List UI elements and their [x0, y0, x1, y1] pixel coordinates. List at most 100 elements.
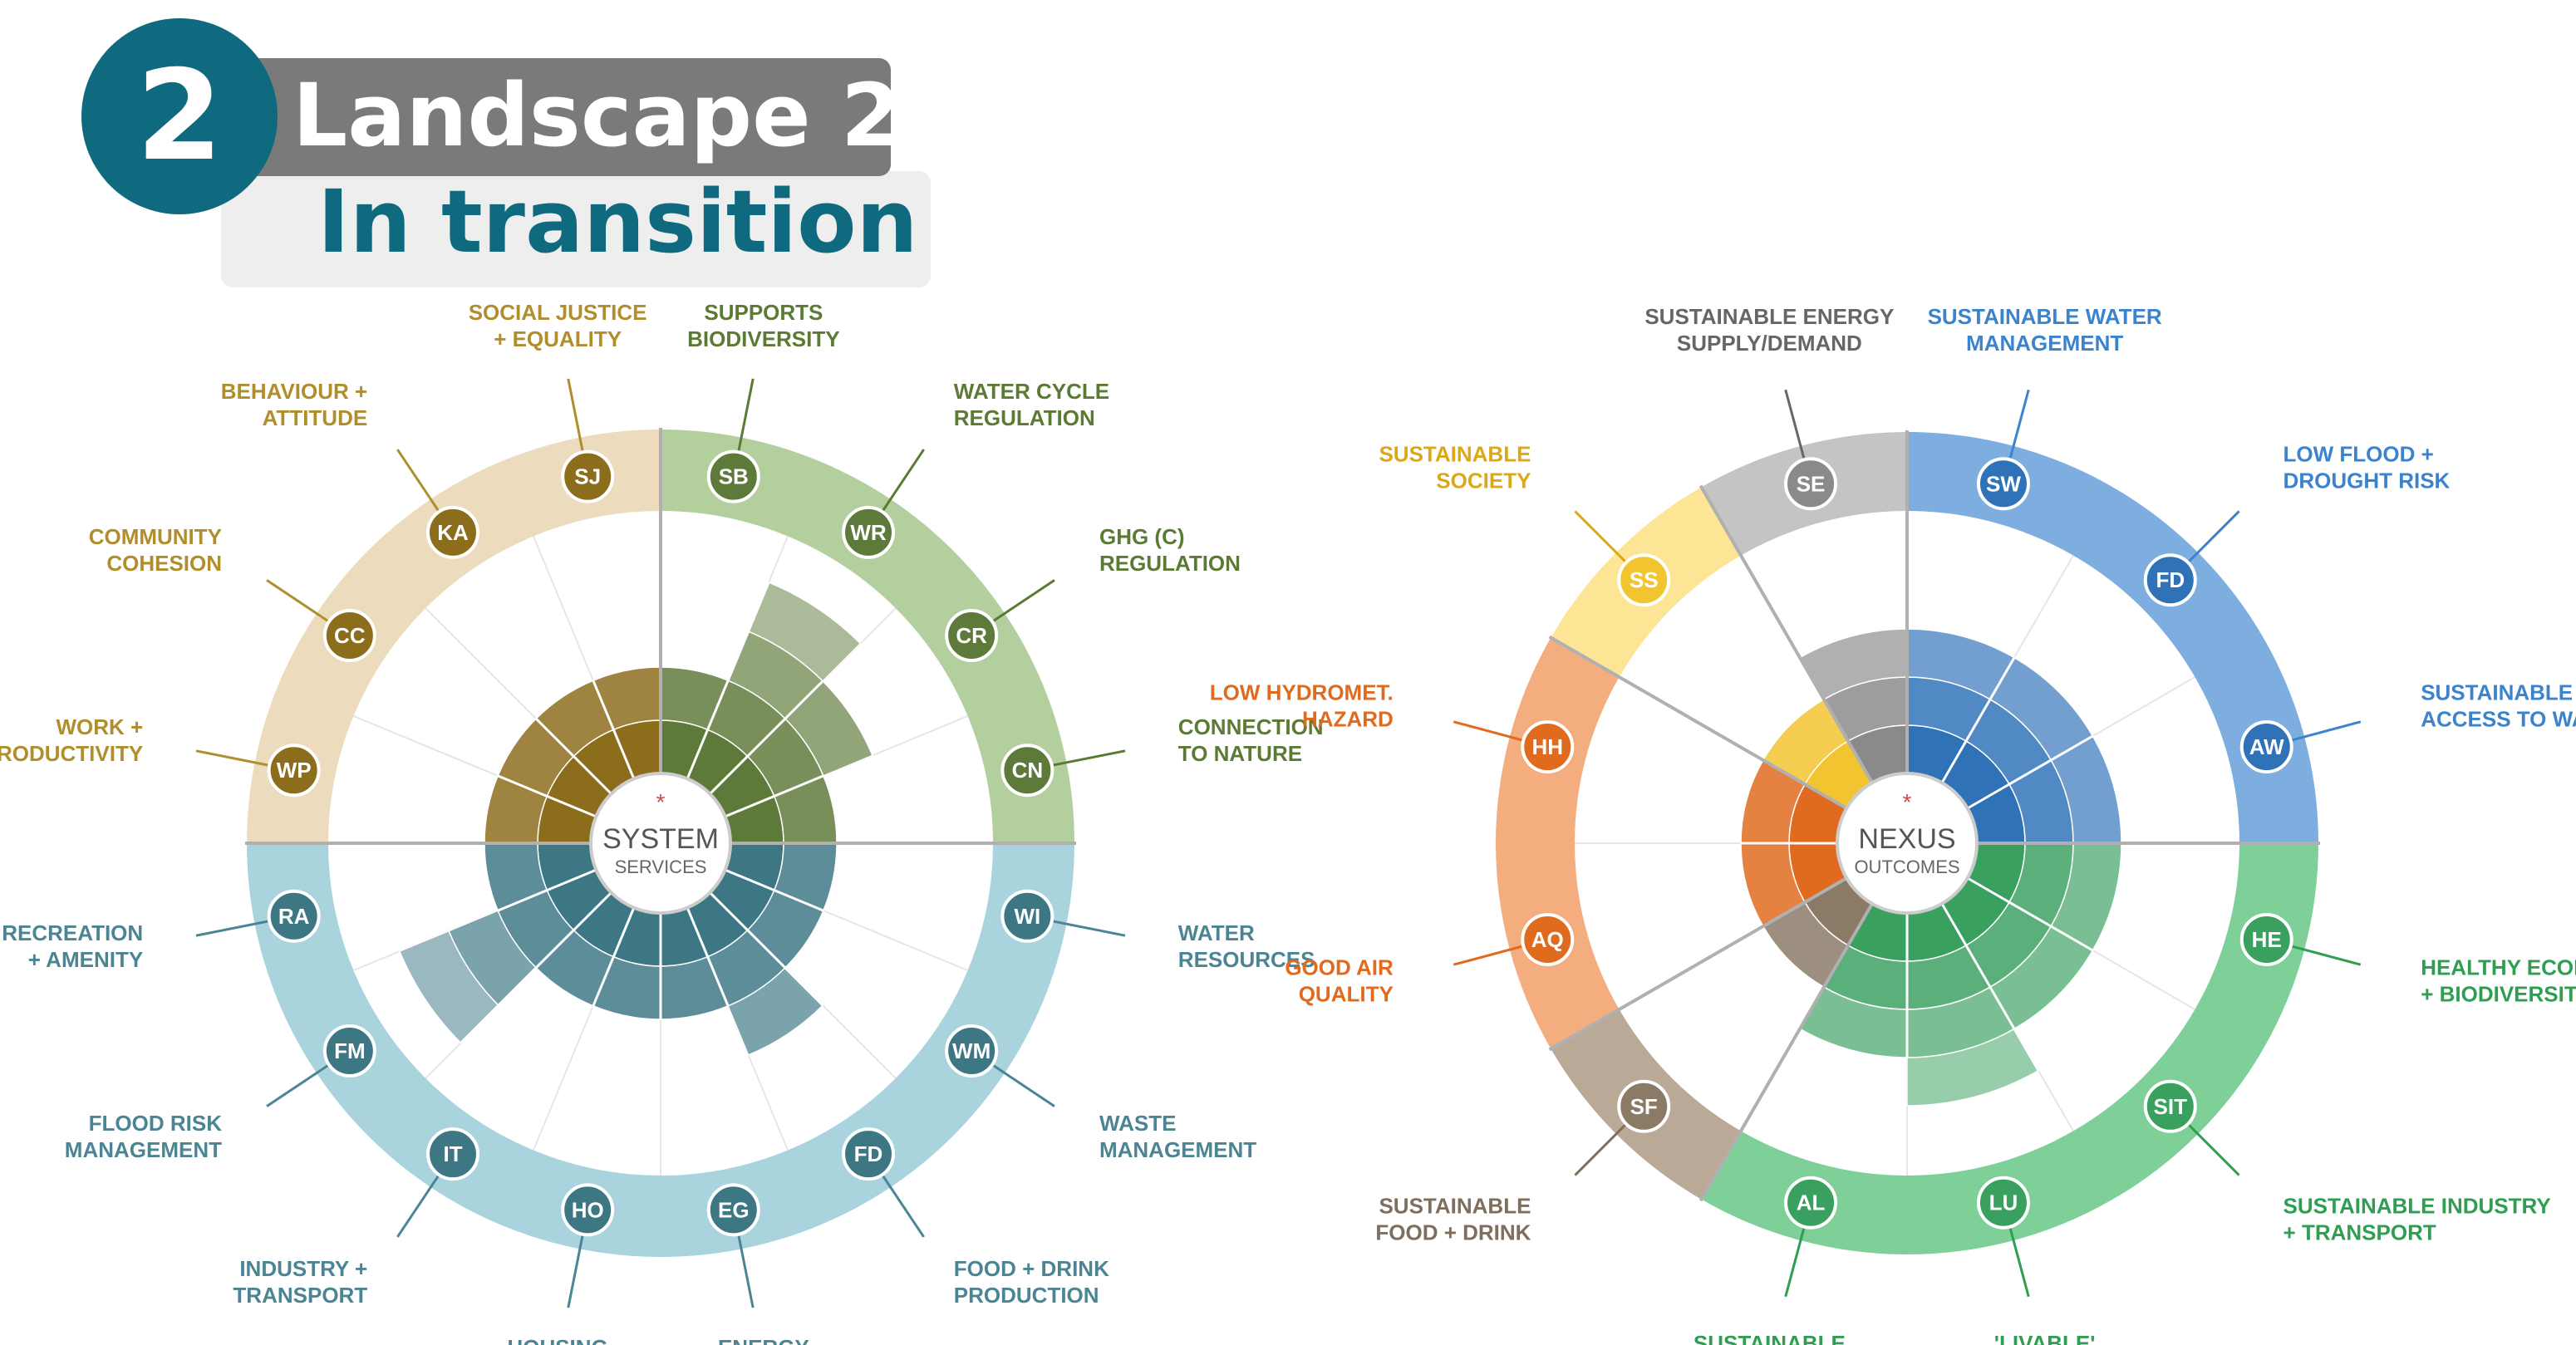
leader-line	[1574, 1122, 1628, 1176]
node-fm	[322, 1024, 376, 1078]
node-label: ACCESS TO WATER	[2421, 706, 2576, 731]
wedge-separator	[725, 774, 824, 818]
leader-line	[195, 920, 270, 937]
node-code: CN	[1012, 758, 1044, 783]
leader-line	[1051, 749, 1126, 767]
node-label: SUSTAINABLE	[1379, 1194, 1531, 1219]
node-label: PRODUCTION	[954, 1283, 1099, 1308]
node-wm	[945, 1024, 999, 1078]
node-code: SF	[1630, 1094, 1658, 1119]
node-code: RA	[278, 904, 310, 929]
node-label: WASTE	[1099, 1111, 1176, 1136]
node-label: REGULATION	[954, 405, 1095, 430]
node-label: TRANSPORT	[233, 1283, 367, 1308]
wedge-separator	[497, 774, 597, 818]
node-label: SUSTAINABLE	[1694, 1331, 1846, 1345]
node-he	[2239, 912, 2293, 966]
node-code: FD	[2156, 567, 2185, 592]
node-label: + EQUALITY	[494, 326, 622, 351]
node-wr	[842, 505, 896, 559]
node-label: LOW HYDROMET.	[1210, 680, 1394, 704]
node-fd	[842, 1127, 896, 1181]
node-label: WATER CYCLE	[954, 379, 1109, 404]
wedge-separator	[497, 868, 597, 912]
node-label: SUSTAINABLE INDUSTRY	[2283, 1194, 2551, 1219]
leader-line	[2186, 1122, 2240, 1176]
center-title: SYSTEM	[602, 823, 719, 855]
center-hub	[1836, 772, 1979, 915]
wedge-separator	[1966, 734, 2094, 810]
node-code: WM	[952, 1038, 991, 1063]
node-code: AQ	[1531, 927, 1564, 952]
node-label: MANAGEMENT	[65, 1137, 222, 1162]
node-aw	[2239, 720, 2293, 774]
leader-line	[2008, 1226, 2030, 1298]
section-divider	[1698, 902, 1874, 1202]
node-code: AL	[1797, 1190, 1826, 1215]
level-wedge-cr	[784, 680, 873, 777]
leader-line	[396, 449, 440, 513]
node-ho	[561, 1183, 615, 1237]
node-label: WORK +	[56, 714, 143, 739]
leader-line	[2008, 389, 2030, 460]
node-cr	[945, 608, 999, 662]
leader-line	[991, 1063, 1055, 1107]
wedge-separator	[535, 718, 612, 795]
node-code: SW	[1986, 471, 2021, 496]
node-code: WR	[850, 520, 887, 545]
leader-line	[737, 1234, 755, 1308]
node-label: SOCIETY	[1436, 468, 1531, 493]
leader-line	[1574, 510, 1628, 564]
node-label: + AMENITY	[28, 947, 143, 972]
node-code: KA	[437, 520, 469, 545]
node-code: EG	[718, 1197, 750, 1222]
page-subtitle: In transition	[317, 171, 918, 272]
leader-line	[2290, 720, 2362, 742]
node-sb	[706, 449, 760, 503]
node-label: + BIODIVERSITY	[2421, 982, 2576, 1007]
center-star: *	[656, 789, 666, 815]
node-label: SUSTAINABLE ENERGY	[1644, 304, 1894, 329]
node-label: + TRANSPORT	[2283, 1220, 2436, 1245]
page-title: Landscape 2:	[293, 65, 936, 166]
wedge-separator	[686, 582, 770, 779]
wedge-separator	[1966, 876, 2094, 952]
leader-line	[881, 449, 925, 513]
node-code: LU	[1989, 1190, 2018, 1215]
node-code: CC	[334, 623, 366, 648]
node-code: HH	[1531, 734, 1563, 759]
wedge-separator	[592, 907, 636, 1007]
node-code: WI	[1014, 904, 1040, 929]
node-wp	[267, 744, 321, 798]
node-code: SE	[1797, 471, 1826, 496]
page-header: 2 Landscape 2: In transition	[0, 0, 997, 299]
leader-line	[2186, 510, 2240, 564]
node-lu	[1976, 1176, 2030, 1230]
node-label: SUSTAINABLE	[2421, 680, 2573, 704]
center-hub	[589, 772, 732, 915]
node-label: BIODIVERSITY	[687, 326, 839, 351]
node-code: HO	[572, 1197, 604, 1222]
leader-line	[266, 579, 330, 623]
node-label: 'LIVABLE'	[1994, 1331, 2096, 1345]
node-label: BEHAVIOUR +	[221, 379, 368, 404]
node-label: GOOD AIR	[1285, 955, 1394, 980]
node-eg	[706, 1183, 760, 1237]
center-subtitle: OUTCOMES	[1854, 857, 1959, 877]
wedge-separator	[725, 868, 824, 912]
node-label: RECREATION	[2, 920, 143, 945]
node-al	[1784, 1176, 1838, 1230]
node-label: ATTITUDE	[263, 405, 368, 430]
leader-line	[737, 378, 755, 453]
node-label: ENERGY	[718, 1335, 809, 1345]
node-sj	[561, 449, 615, 503]
node-fd	[2143, 553, 2197, 607]
center-title: NEXUS	[1858, 823, 1955, 855]
node-code: HE	[2252, 927, 2282, 952]
node-aq	[1521, 912, 1575, 966]
node-code: FD	[854, 1141, 883, 1166]
leader-line	[567, 1234, 584, 1308]
node-cn	[1000, 744, 1054, 798]
node-label: RESOURCES	[1178, 947, 1315, 972]
